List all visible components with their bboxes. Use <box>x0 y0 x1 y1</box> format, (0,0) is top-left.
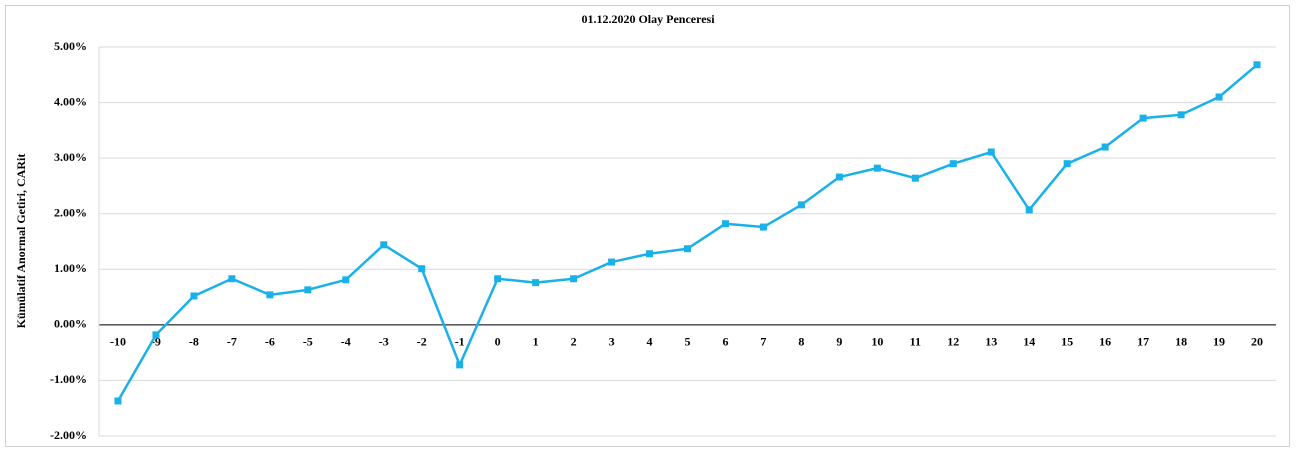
marker <box>721 220 729 228</box>
x-tick-label: 17 <box>1137 335 1149 349</box>
marker <box>1025 206 1033 214</box>
marker <box>873 164 881 172</box>
marker <box>1101 143 1109 151</box>
marker <box>911 174 919 182</box>
marker <box>1253 61 1261 69</box>
marker <box>949 160 957 168</box>
y-axis-label: Kümülatif Anormal Getiri, CARit <box>14 154 28 329</box>
x-tick-label: 11 <box>910 335 921 349</box>
marker <box>646 250 654 258</box>
x-tick-label: 20 <box>1251 335 1263 349</box>
marker <box>304 286 312 294</box>
y-tick-label: 3.00% <box>54 150 87 164</box>
x-tick-label: 6 <box>722 335 728 349</box>
x-tick-label: 10 <box>871 335 883 349</box>
x-tick-label: -9 <box>151 335 161 349</box>
marker <box>342 276 350 284</box>
x-tick-label: -5 <box>303 335 313 349</box>
marker <box>456 361 464 369</box>
marker <box>1139 114 1147 122</box>
chart-title: 01.12.2020 Olay Penceresi <box>581 12 715 26</box>
y-tick-label: -1.00% <box>50 372 87 386</box>
x-tick-label: 13 <box>985 335 997 349</box>
x-tick-label: 19 <box>1213 335 1225 349</box>
x-tick-label: -7 <box>227 335 237 349</box>
marker <box>152 331 160 339</box>
x-tick-label: -3 <box>379 335 389 349</box>
x-tick-label: 3 <box>609 335 615 349</box>
x-tick-label: 8 <box>798 335 804 349</box>
y-tick-label: 1.00% <box>54 261 87 275</box>
x-tick-label: 7 <box>760 335 766 349</box>
marker <box>190 292 198 300</box>
y-tick-label: -2.00% <box>50 428 87 442</box>
marker <box>1177 111 1185 119</box>
y-tick-label: 5.00% <box>54 39 87 53</box>
x-tick-label: 0 <box>495 335 501 349</box>
x-tick-label: -8 <box>189 335 199 349</box>
x-tick-label: -2 <box>417 335 427 349</box>
x-tick-label: 5 <box>685 335 691 349</box>
marker <box>494 275 502 283</box>
y-tick-label: 2.00% <box>54 205 87 219</box>
marker <box>114 397 122 405</box>
x-tick-label: 15 <box>1061 335 1073 349</box>
marker <box>759 223 767 231</box>
y-tick-label: 4.00% <box>54 94 87 108</box>
x-tick-label: -6 <box>265 335 275 349</box>
marker <box>1215 93 1223 101</box>
marker <box>418 265 426 273</box>
y-tick-label: 0.00% <box>54 317 87 331</box>
x-tick-label: 2 <box>571 335 577 349</box>
x-tick-label: 18 <box>1175 335 1187 349</box>
marker <box>797 201 805 209</box>
chart-border <box>5 5 1290 447</box>
x-tick-label: 14 <box>1023 335 1035 349</box>
marker <box>228 275 236 283</box>
marker <box>1063 160 1071 168</box>
marker <box>987 148 995 156</box>
marker <box>835 173 843 181</box>
x-tick-label: -4 <box>341 335 351 349</box>
marker <box>532 279 540 287</box>
x-tick-label: 16 <box>1099 335 1111 349</box>
marker <box>608 258 616 266</box>
x-tick-label: 9 <box>836 335 842 349</box>
marker <box>570 275 578 283</box>
x-tick-label: 1 <box>533 335 539 349</box>
x-tick-label: -1 <box>455 335 465 349</box>
x-tick-label: 4 <box>647 335 653 349</box>
x-tick-label: 12 <box>947 335 959 349</box>
marker <box>684 245 691 253</box>
marker <box>266 291 274 299</box>
marker <box>380 241 388 249</box>
x-tick-label: -10 <box>110 335 126 349</box>
